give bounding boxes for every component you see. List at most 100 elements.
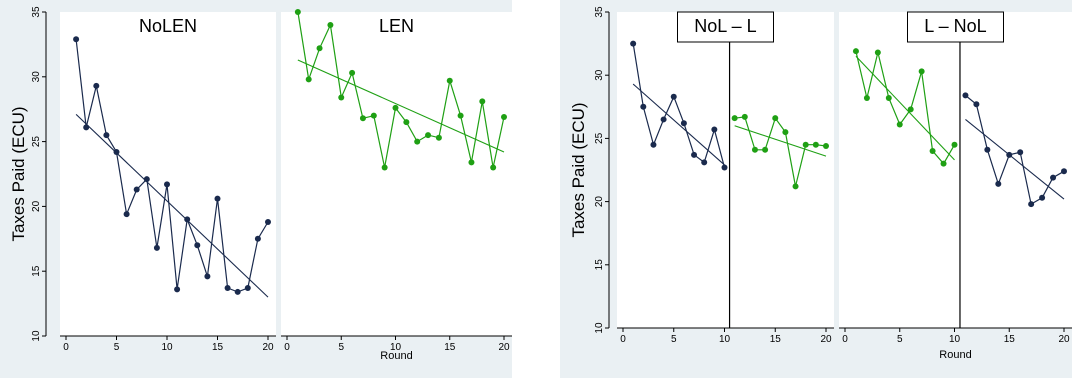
data-point	[741, 113, 748, 120]
data-point	[305, 76, 312, 83]
data-point	[244, 285, 251, 292]
x-tick-label: 10	[719, 334, 731, 345]
series-line	[855, 51, 956, 165]
trend-line	[75, 113, 269, 298]
data-point	[73, 36, 80, 43]
data-point	[995, 180, 1002, 187]
data-point	[425, 132, 432, 139]
data-point	[711, 126, 718, 133]
x-tick-label: 15	[212, 342, 224, 353]
data-point	[83, 124, 90, 131]
data-point	[940, 160, 947, 167]
data-point	[874, 49, 881, 56]
data-point	[446, 77, 453, 84]
data-point	[349, 69, 356, 76]
data-point	[164, 181, 170, 188]
data-point	[802, 141, 809, 148]
x-tick-label: 20	[262, 342, 274, 353]
chart-svg-left: NoLEN 0 5 10 15 20 LEN 0 5 10 15 20 10 15 20 25 30 35 Taxe…	[9, 6, 512, 362]
plot-panel-background	[281, 12, 512, 336]
series-line	[734, 116, 827, 187]
x-axis-title: Round	[380, 350, 412, 362]
x-tick-label: 20	[498, 342, 510, 353]
data-point	[214, 195, 221, 202]
y-tick-label: 10	[594, 322, 605, 334]
data-point	[457, 112, 464, 119]
data-point	[823, 142, 829, 149]
panel-title: L – NoL	[924, 16, 986, 36]
data-point	[174, 286, 181, 293]
x-tick-label: 0	[620, 334, 626, 345]
y-tick-label: 30	[594, 69, 605, 81]
data-point	[184, 216, 191, 223]
y-tick-label: 10	[31, 330, 42, 342]
data-point	[133, 186, 140, 193]
x-tick-label: 5	[114, 342, 120, 353]
data-point	[680, 120, 687, 127]
y-tick-label: 15	[594, 259, 605, 271]
x-tick-label: 10	[949, 334, 961, 345]
data-point	[630, 40, 637, 47]
data-point	[359, 115, 366, 122]
x-tick-label: 5	[338, 342, 344, 353]
data-point	[143, 176, 150, 183]
data-point	[392, 104, 399, 111]
data-point	[984, 146, 991, 153]
data-point	[751, 146, 758, 153]
data-point	[1006, 151, 1013, 158]
y-tick-label: 20	[31, 200, 42, 212]
y-tick-label: 35	[31, 6, 42, 18]
data-point	[640, 103, 647, 110]
y-tick-label: 35	[594, 6, 605, 18]
panel-title: NoLEN	[139, 16, 197, 36]
data-point	[670, 93, 677, 100]
data-point	[234, 288, 241, 295]
x-tick-label: 15	[444, 342, 456, 353]
x-tick-label: 15	[770, 334, 782, 345]
data-point	[265, 218, 271, 225]
data-point	[701, 159, 708, 166]
y-tick-label: 20	[594, 196, 605, 208]
data-point	[294, 9, 301, 15]
x-tick-label: 0	[842, 334, 848, 345]
data-point	[153, 244, 160, 251]
data-point	[1028, 201, 1035, 208]
data-point	[792, 183, 799, 190]
data-point	[918, 68, 925, 75]
data-point	[772, 115, 779, 122]
x-tick-label: 0	[63, 342, 69, 353]
data-point	[852, 48, 859, 55]
x-tick-label: 0	[284, 342, 290, 353]
data-point	[194, 242, 201, 249]
data-point	[224, 285, 231, 292]
data-point	[370, 112, 377, 119]
data-point	[316, 45, 323, 52]
y-tick-label: 25	[31, 136, 42, 148]
data-point	[896, 121, 903, 128]
data-point	[254, 235, 261, 242]
plot-panel-background	[60, 12, 276, 336]
chart-order-switch: NoL – L 0 5 10 15 20 L – NoL 0 5 10 15 20 10 15 20 25 30…	[560, 0, 1072, 378]
panel-title: LEN	[379, 16, 414, 36]
x-tick-label: 5	[671, 334, 677, 345]
data-point	[381, 164, 388, 171]
y-tick-label: 25	[594, 132, 605, 144]
data-point	[490, 164, 497, 171]
data-point	[501, 113, 507, 120]
data-point	[812, 141, 819, 148]
data-point	[951, 141, 958, 148]
trend-line	[734, 125, 827, 157]
data-point	[660, 116, 667, 123]
data-point	[973, 101, 980, 108]
y-axis-title: Taxes Paid (ECU)	[569, 102, 588, 237]
data-point	[863, 94, 870, 101]
data-point	[962, 92, 969, 99]
x-tick-label: 15	[1004, 334, 1016, 345]
data-point	[403, 119, 410, 126]
data-point	[691, 151, 698, 158]
chart-svg-right: NoL – L 0 5 10 15 20 L – NoL 0 5 10 15 20 10 15 20 25 30…	[569, 6, 1072, 361]
data-point	[1061, 168, 1067, 175]
data-point	[885, 94, 892, 101]
data-point	[1017, 149, 1024, 156]
x-axis-title: Round	[939, 349, 971, 361]
